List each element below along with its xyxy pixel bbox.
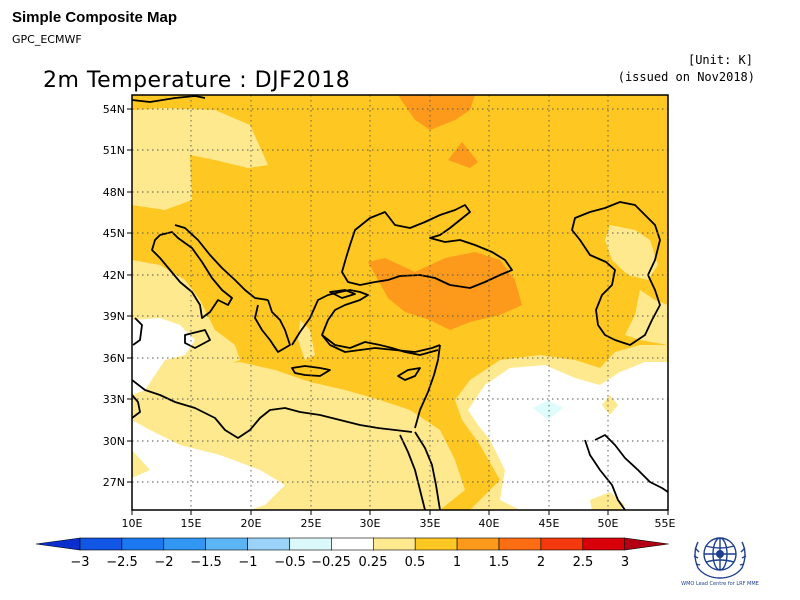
colorbar-label: 1	[453, 555, 461, 570]
colorbar-swatch	[456, 537, 500, 551]
lon-label: 40E	[479, 517, 500, 530]
lat-label: 48N	[103, 186, 125, 199]
anomaly-region-white-south	[132, 420, 285, 510]
lat-label: 42N	[103, 269, 125, 282]
colorbar-swatch	[372, 537, 416, 551]
colorbar-label: 3	[621, 555, 629, 570]
coast-red-sea	[399, 434, 426, 510]
coast-levant	[414, 344, 441, 429]
lat-label: 36N	[103, 352, 125, 365]
issued-label: (issued on Nov2018)	[617, 70, 755, 84]
colorbar-swatch	[205, 537, 248, 551]
wmo-logo	[693, 537, 747, 579]
coast-north-africa	[132, 379, 413, 439]
coast-caspian	[571, 201, 661, 346]
gridlines	[132, 95, 668, 510]
anomaly-region-light-patch2	[590, 492, 625, 510]
colorbar-swatch	[414, 537, 458, 551]
colorbar-swatch	[79, 537, 123, 551]
lon-label: 50E	[598, 517, 619, 530]
colorbar-label: −0.25	[311, 555, 351, 570]
colorbar-swatch	[540, 537, 584, 551]
colorbar-label: −0.5	[274, 555, 306, 570]
colorbar-label: 0.5	[405, 555, 426, 570]
map-title: 2m Temperature : DJF2018	[43, 68, 351, 93]
coast-crete	[291, 365, 331, 377]
lon-label: 55E	[655, 517, 676, 530]
coast-red-sea2	[414, 431, 441, 510]
colorbar-swatch	[35, 537, 81, 551]
anomaly-region-light-east	[625, 290, 668, 345]
colorbar	[35, 537, 669, 551]
colorbar-label: 2	[537, 555, 545, 570]
app-title: Simple Composite Map	[12, 9, 178, 26]
coast-aegean	[291, 289, 441, 353]
latitude-labels: 54N 51N 48N 45N 42N 39N 36N 33N 30N 27N	[103, 103, 125, 489]
colorbar-swatch	[498, 537, 542, 551]
lon-label: 45E	[539, 517, 560, 530]
lat-label: 45N	[103, 227, 125, 240]
lon-label: 15E	[181, 517, 202, 530]
colorbar-label: 0.25	[359, 555, 388, 570]
colorbar-swatch	[289, 537, 332, 551]
colorbar-label: −2	[154, 555, 173, 570]
lon-label: 25E	[301, 517, 322, 530]
coast-turkey-south	[321, 334, 439, 356]
coast-italy	[151, 231, 233, 319]
coast-gulf-south	[584, 439, 626, 510]
anomaly-region-dark-center	[368, 252, 522, 330]
colorbar-swatch	[163, 537, 207, 551]
colorbar-swatch	[331, 537, 374, 551]
colorbar-swatch	[582, 537, 625, 551]
coast-cyprus	[397, 367, 421, 381]
coast-marmara	[329, 289, 356, 299]
model-name: GPC_ECMWF	[12, 33, 82, 46]
colorbar-label: −1	[238, 555, 257, 570]
coast-persian-gulf	[594, 434, 668, 493]
lat-label: 54N	[103, 103, 125, 116]
lon-label: 35E	[420, 517, 441, 530]
anomaly-region-light-west	[132, 108, 268, 210]
anomaly-region-dark-north	[398, 95, 475, 130]
anomaly-region-cyan	[533, 400, 563, 420]
colorbar-swatch	[247, 537, 290, 551]
lat-label: 33N	[103, 393, 125, 406]
colorbar-label: −2.5	[106, 555, 138, 570]
colorbar-label: −3	[70, 555, 89, 570]
unit-label: [Unit: K]	[687, 53, 753, 67]
colorbar-label: 2.5	[573, 555, 594, 570]
coast-greece	[254, 299, 291, 353]
lat-label: 27N	[103, 476, 125, 489]
anomaly-region-white-west	[132, 318, 195, 395]
lon-label: 10E	[122, 517, 143, 530]
anomaly-region-light-east2	[605, 225, 658, 280]
anomaly-region-light-patch	[602, 395, 618, 415]
logo-caption: WMO Lead Centre for LRF MME	[681, 581, 759, 587]
colorbar-label: −1.5	[190, 555, 222, 570]
lon-label: 20E	[241, 517, 262, 530]
coast-sicily	[184, 329, 211, 349]
longitude-labels: 10E 15E 20E 25E 30E 35E 40E 45E 50E 55E	[122, 517, 676, 530]
map-frame	[131, 94, 669, 511]
tick-marks	[127, 108, 669, 515]
colorbar-label: 1.5	[489, 555, 510, 570]
coast-adriatic	[174, 224, 269, 301]
lat-label: 39N	[103, 310, 125, 323]
lat-label: 30N	[103, 435, 125, 448]
coast-europe-north	[132, 95, 206, 103]
lon-label: 30E	[360, 517, 381, 530]
lat-label: 51N	[103, 144, 125, 157]
anomaly-region-dark-north2	[448, 142, 478, 168]
colorbar-labels: −3 −2.5 −2 −1.5 −1 −0.5 −0.25 0.25 0.5 1…	[70, 555, 629, 570]
colorbar-swatch	[121, 537, 165, 551]
coast-sardinia	[132, 317, 143, 346]
coastlines	[132, 95, 668, 510]
coast-black-sea	[341, 204, 513, 289]
coast-tunisia	[132, 394, 141, 419]
colorbar-swatch	[624, 537, 669, 551]
